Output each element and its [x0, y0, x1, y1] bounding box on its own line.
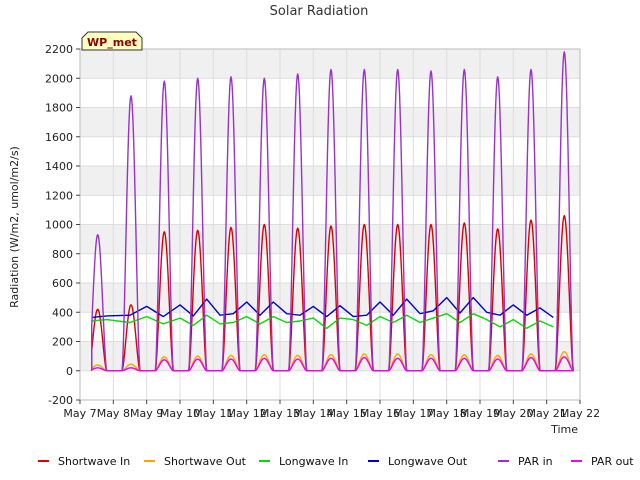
- plot-band: [80, 253, 580, 283]
- x-tick-label: May 19: [460, 407, 500, 420]
- legend-label-par-in: PAR in: [518, 455, 553, 468]
- grid-lines: [79, 48, 581, 401]
- x-tick-label: May 10: [160, 407, 200, 420]
- plot-band: [80, 195, 580, 225]
- plot-band: [80, 283, 580, 313]
- x-tick-label: May 15: [327, 407, 367, 420]
- y-tick-label: 1000: [45, 219, 73, 232]
- x-tick-label: May 22: [560, 407, 600, 420]
- y-tick-label: 400: [52, 306, 73, 319]
- series-line-par-in: [91, 51, 574, 372]
- plot-band: [80, 136, 580, 166]
- legend: Shortwave In Shortwave Out Longwave In Long…: [38, 455, 634, 468]
- legend-label-par-out: PAR out: [591, 455, 634, 468]
- chart-title: Solar Radiation: [270, 4, 369, 19]
- plot-band: [80, 107, 580, 137]
- series-line-longwave-out: [91, 296, 554, 319]
- y-tick-label: 2000: [45, 72, 73, 85]
- plot-band: [80, 370, 580, 400]
- legend-label-shortwave-out: Shortwave Out: [164, 455, 247, 468]
- x-tick-label: May 18: [427, 407, 467, 420]
- y-tick-label: 600: [52, 277, 73, 290]
- x-tick-label: May 16: [360, 407, 400, 420]
- x-tick-label: May 12: [227, 407, 267, 420]
- y-tick-label: 2200: [45, 43, 73, 56]
- y-tick-label: 1800: [45, 102, 73, 115]
- x-axis-label: Time: [550, 423, 578, 436]
- y-tick-label: -200: [48, 394, 73, 407]
- y-tick-label: 1400: [45, 160, 73, 173]
- x-tick-label: May 11: [193, 407, 233, 420]
- x-tick-label: May 13: [260, 407, 300, 420]
- y-axis-ticks: -200 0 200 400 600 800 1000 1200 1400 1600 1800 200…: [45, 43, 80, 407]
- y-tick-label: 1200: [45, 189, 73, 202]
- series-line-longwave-in: [91, 313, 554, 329]
- site-label-box: WP_met: [81, 31, 143, 51]
- legend-label-longwave-in: Longwave In: [279, 455, 348, 468]
- site-label: WP_met: [87, 36, 137, 49]
- y-axis-label: Radiation (W/m2, umol/m2/s): [8, 146, 21, 308]
- x-tick-label: May 14: [293, 407, 333, 420]
- x-tick-label: May 17: [393, 407, 433, 420]
- x-tick-label: May 20: [493, 407, 533, 420]
- series-line-shortwave-out: [91, 351, 574, 372]
- x-tick-label: May 7: [63, 407, 96, 420]
- series-layer: [91, 51, 574, 372]
- y-tick-label: 1600: [45, 131, 73, 144]
- legend-label-shortwave-in: Shortwave In: [58, 455, 130, 468]
- x-tick-label: May 8: [97, 407, 130, 420]
- legend-label-longwave-out: Longwave Out: [388, 455, 468, 468]
- series-line-par-out: [91, 356, 574, 372]
- x-tick-label: May 9: [130, 407, 163, 420]
- x-tick-label: May 21: [527, 407, 567, 420]
- y-tick-label: 200: [52, 336, 73, 349]
- series-line-shortwave-in: [91, 215, 574, 372]
- plot-band: [80, 166, 580, 196]
- y-tick-label: 0: [66, 365, 73, 378]
- y-tick-label: 800: [52, 248, 73, 261]
